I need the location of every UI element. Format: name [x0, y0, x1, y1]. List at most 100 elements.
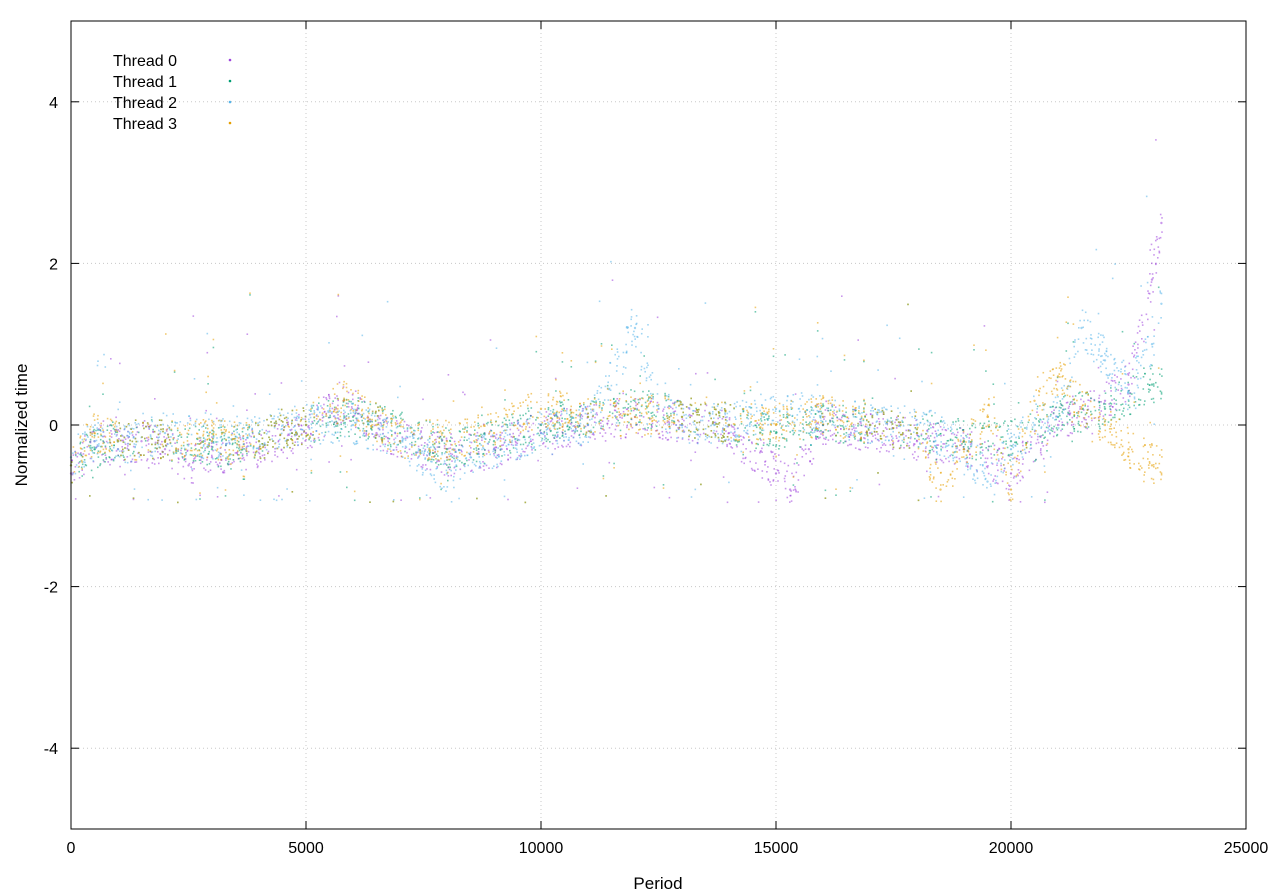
data-point: [831, 420, 834, 422]
data-point: [855, 409, 857, 412]
data-point: [924, 447, 927, 450]
data-point: [333, 426, 336, 428]
data-point: [436, 466, 439, 468]
data-point: [165, 414, 168, 417]
data-point: [1108, 403, 1110, 405]
data-point: [469, 441, 471, 443]
data-point: [771, 451, 774, 453]
data-point: [829, 421, 831, 423]
data-point: [914, 451, 916, 453]
data-point: [1137, 347, 1139, 349]
data-point: [86, 434, 89, 437]
data-point: [484, 434, 486, 436]
data-point: [638, 401, 640, 404]
data-point: [665, 399, 667, 402]
data-point: [226, 456, 229, 458]
data-point: [524, 451, 526, 453]
data-point: [1003, 467, 1006, 470]
data-point: [768, 415, 770, 417]
data-point: [464, 426, 466, 429]
data-point: [211, 436, 213, 438]
data-point: [668, 422, 671, 424]
data-point: [396, 444, 398, 446]
data-point: [677, 436, 680, 439]
data-point: [1079, 319, 1081, 322]
data-point: [236, 431, 238, 434]
data-point: [761, 413, 763, 415]
data-point: [599, 432, 601, 434]
data-point: [1081, 309, 1084, 312]
data-point: [644, 427, 646, 430]
data-point: [941, 421, 944, 423]
data-point: [236, 451, 239, 453]
data-point: [974, 426, 977, 429]
data-point: [387, 437, 389, 440]
data-point: [530, 440, 532, 442]
data-point: [767, 418, 769, 421]
data-point: [623, 415, 626, 417]
data-point: [146, 440, 149, 442]
data-point: [359, 398, 362, 400]
data-point: [1061, 421, 1064, 424]
data-point: [212, 431, 215, 433]
data-point: [147, 498, 149, 501]
data-point: [90, 448, 93, 451]
data-point: [1007, 428, 1010, 430]
data-point: [319, 443, 322, 445]
data-point: [820, 410, 822, 413]
data-point: [848, 439, 851, 441]
data-point: [968, 440, 970, 442]
data-point: [241, 437, 244, 439]
data-point: [1044, 501, 1046, 504]
data-point: [569, 408, 572, 411]
data-point: [571, 416, 574, 418]
data-point: [1145, 313, 1148, 316]
data-point: [102, 453, 104, 455]
data-point: [1008, 437, 1011, 440]
data-point: [1033, 430, 1036, 433]
data-point: [301, 434, 303, 436]
data-point: [245, 449, 247, 451]
data-point: [962, 420, 965, 422]
data-point: [1064, 408, 1067, 410]
data-point: [779, 419, 781, 422]
data-point: [398, 431, 402, 435]
data-point: [1073, 428, 1076, 430]
data-point: [792, 427, 795, 430]
data-point: [891, 428, 893, 430]
data-point: [493, 453, 495, 455]
data-point: [1098, 409, 1100, 411]
data-point: [386, 450, 389, 452]
data-point: [1084, 349, 1087, 351]
data-point: [877, 433, 879, 435]
data-point: [1105, 347, 1108, 350]
data-point: [516, 451, 518, 453]
data-point: [607, 415, 610, 417]
data-point: [1142, 354, 1145, 356]
data-point: [366, 447, 369, 450]
data-point: [911, 453, 914, 456]
data-point: [496, 457, 498, 459]
data-point: [574, 429, 577, 432]
data-point: [435, 438, 437, 441]
data-point: [1103, 359, 1107, 362]
data-point: [1040, 453, 1043, 456]
data-point: [91, 433, 93, 436]
data-point: [1059, 414, 1061, 417]
data-point: [1074, 403, 1076, 405]
data-point: [644, 428, 646, 431]
data-point: [165, 430, 168, 432]
data-point: [471, 461, 474, 464]
data-point: [788, 422, 790, 424]
data-point: [833, 412, 835, 415]
data-point: [754, 424, 756, 427]
data-point: [916, 418, 918, 421]
data-point: [618, 355, 620, 358]
data-point: [1024, 451, 1027, 454]
data-point: [393, 499, 395, 501]
data-point: [419, 497, 421, 499]
data-point: [1093, 399, 1096, 402]
data-point: [913, 408, 916, 411]
data-point: [1133, 377, 1136, 379]
data-point: [212, 420, 215, 423]
